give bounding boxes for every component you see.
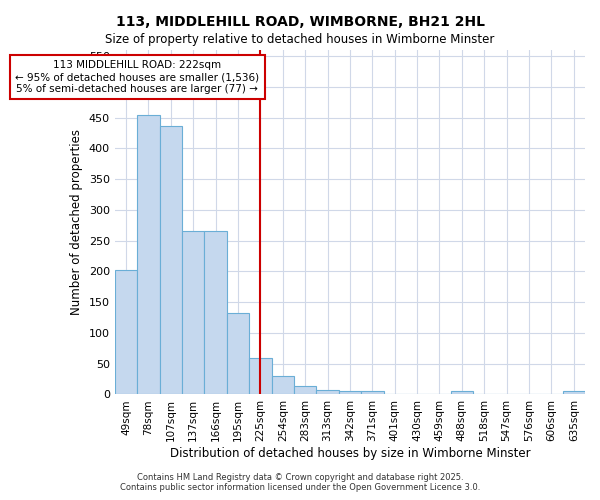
Bar <box>339 392 361 394</box>
Bar <box>137 114 160 394</box>
Bar <box>294 386 316 394</box>
Y-axis label: Number of detached properties: Number of detached properties <box>70 129 83 315</box>
Text: 113, MIDDLEHILL ROAD, WIMBORNE, BH21 2HL: 113, MIDDLEHILL ROAD, WIMBORNE, BH21 2HL <box>115 15 485 29</box>
Bar <box>205 232 227 394</box>
Text: Contains HM Land Registry data © Crown copyright and database right 2025.
Contai: Contains HM Land Registry data © Crown c… <box>120 473 480 492</box>
Bar <box>563 392 585 394</box>
Text: Size of property relative to detached houses in Wimborne Minster: Size of property relative to detached ho… <box>106 32 494 46</box>
Bar <box>451 392 473 394</box>
Bar <box>316 390 339 394</box>
X-axis label: Distribution of detached houses by size in Wimborne Minster: Distribution of detached houses by size … <box>170 447 530 460</box>
Bar <box>115 270 137 394</box>
Bar <box>182 232 205 394</box>
Bar <box>272 376 294 394</box>
Text: 113 MIDDLEHILL ROAD: 222sqm
← 95% of detached houses are smaller (1,536)
5% of s: 113 MIDDLEHILL ROAD: 222sqm ← 95% of det… <box>15 60 259 94</box>
Bar <box>160 126 182 394</box>
Bar <box>361 392 383 394</box>
Bar <box>227 312 249 394</box>
Bar <box>249 358 272 395</box>
